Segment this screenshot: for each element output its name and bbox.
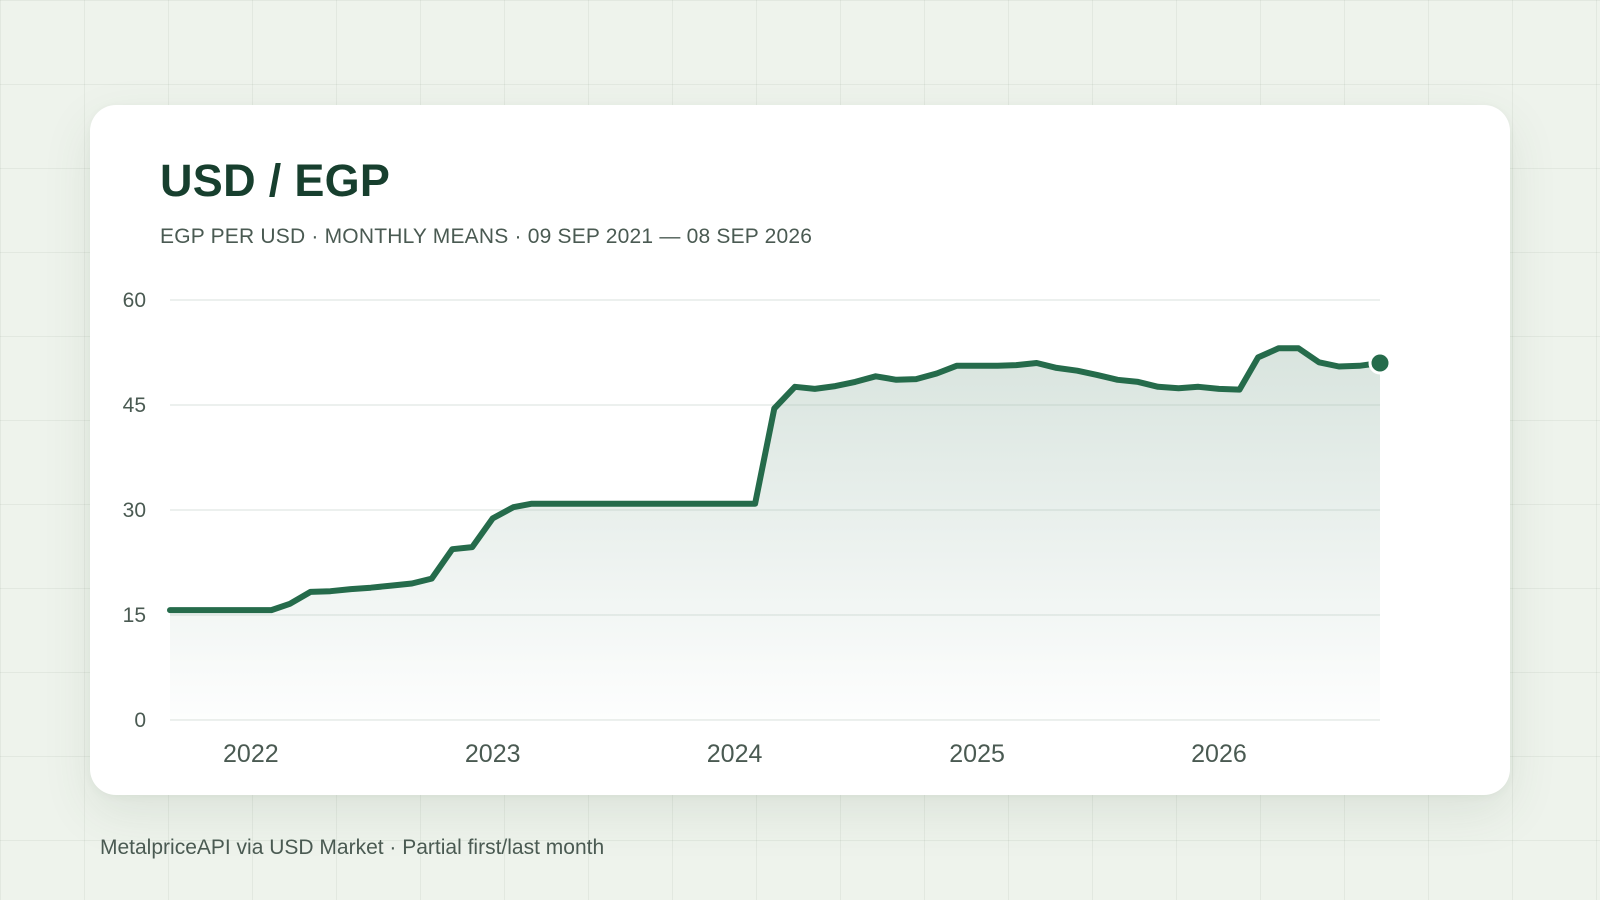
series-line	[167, 345, 1383, 614]
x-tick-label: 2022	[223, 740, 279, 768]
x-tick-label: 2025	[949, 740, 1005, 768]
y-tick-label: 0	[134, 709, 146, 732]
last-point-marker	[1368, 351, 1392, 375]
chart-title: USD / EGP	[160, 155, 391, 206]
x-tick-label: 2026	[1191, 740, 1247, 768]
chart-subtitle: EGP PER USD · MONTHLY MEANS · 09 SEP 202…	[160, 225, 813, 248]
y-tick-label: 60	[123, 289, 146, 312]
y-tick-label: 30	[123, 499, 146, 522]
source-footnote: MetalpriceAPI via USD Market · Partial f…	[100, 836, 605, 859]
y-tick-label: 15	[123, 604, 146, 627]
y-tick-label: 45	[123, 394, 146, 417]
x-tick-label: 2023	[465, 740, 521, 768]
x-tick-label: 2024	[707, 740, 763, 768]
series-area	[170, 348, 1380, 720]
